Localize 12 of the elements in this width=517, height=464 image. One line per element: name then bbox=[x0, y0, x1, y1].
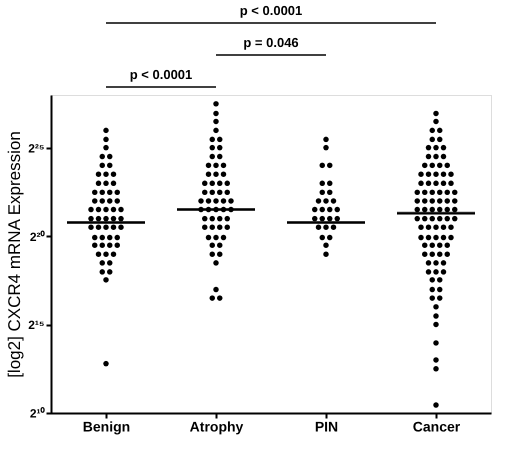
x-tick-label: PIN bbox=[314, 418, 338, 434]
y-tick-label: 2¹⁵ bbox=[28, 318, 44, 332]
text: p < 0.0001 bbox=[130, 67, 192, 82]
y-tick-label: 2¹⁰ bbox=[30, 406, 46, 420]
x-tick-label: Cancer bbox=[412, 418, 461, 434]
y-axis-title: [log2] CXCR4 mRNA Expression bbox=[5, 131, 24, 378]
text: p < 0.0001 bbox=[240, 3, 302, 18]
x-tick-label: Benign bbox=[82, 418, 130, 434]
x-tick-label: Atrophy bbox=[190, 418, 244, 434]
y-tick-label: 2²⁵ bbox=[28, 142, 44, 156]
y-tick-label: 2²⁰ bbox=[30, 230, 46, 244]
text: p = 0.046 bbox=[243, 35, 299, 50]
